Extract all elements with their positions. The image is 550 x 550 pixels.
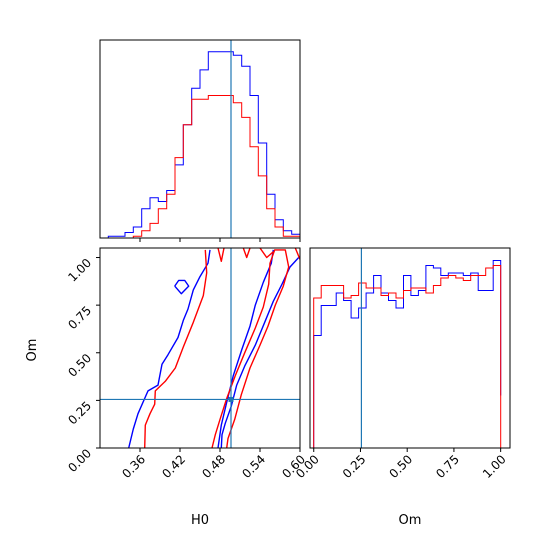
om-xtick-label: 1.00 — [480, 452, 509, 481]
om-marginal-panel: 0.00 0.25 0.50 0.75 1.00 — [293, 247, 511, 481]
contour-group — [128, 248, 300, 448]
joint-ytick-label: 0.50 — [65, 351, 94, 380]
om-histogram-red — [313, 265, 502, 448]
om-histogram-blue — [313, 260, 502, 448]
contour-red-9 — [294, 248, 300, 260]
om-xtick-label: 0.75 — [433, 452, 462, 481]
contour-red-4 — [144, 249, 208, 448]
h0-marginal-panel — [99, 39, 301, 242]
joint-ytick-label: 0.25 — [65, 399, 94, 428]
x-axis-label-om: Om — [399, 513, 422, 528]
x-axis-label-h0: H0 — [191, 513, 209, 528]
contour-red-6 — [259, 248, 274, 259]
contour-blue-1 — [220, 257, 300, 448]
joint-ytick-label: 0.00 — [65, 446, 94, 475]
h0-marginal-frame — [99, 39, 301, 239]
om-marginal-frame — [309, 247, 511, 449]
joint-xtick-label: 0.48 — [199, 452, 228, 481]
h0-histogram-red — [100, 95, 300, 239]
joint-xtick-label: 0.54 — [239, 452, 268, 481]
joint-truth-marker — [228, 396, 234, 402]
joint-ytick-label: 0.75 — [65, 303, 94, 332]
contour-blue-0 — [128, 249, 211, 448]
om-xtick-label: 0.50 — [387, 452, 416, 481]
h0-histogram-blue — [100, 51, 300, 239]
y-axis-label-om: Om — [25, 339, 40, 362]
joint-frame — [99, 247, 301, 449]
joint-xtick-label: 0.42 — [159, 452, 188, 481]
contour-red-8 — [217, 248, 225, 262]
joint-contour-panel: 0.36 0.42 0.48 0.54 0.600.000.250.500.751.00 — [65, 247, 308, 481]
joint-xtick-label: 0.36 — [119, 452, 148, 481]
om-xtick-label: 0.25 — [340, 452, 369, 481]
joint-ytick-label: 1.00 — [65, 256, 94, 285]
contour-blue-3 — [174, 279, 190, 295]
contour-blue-2 — [217, 249, 274, 448]
contour-red-7 — [242, 248, 251, 259]
